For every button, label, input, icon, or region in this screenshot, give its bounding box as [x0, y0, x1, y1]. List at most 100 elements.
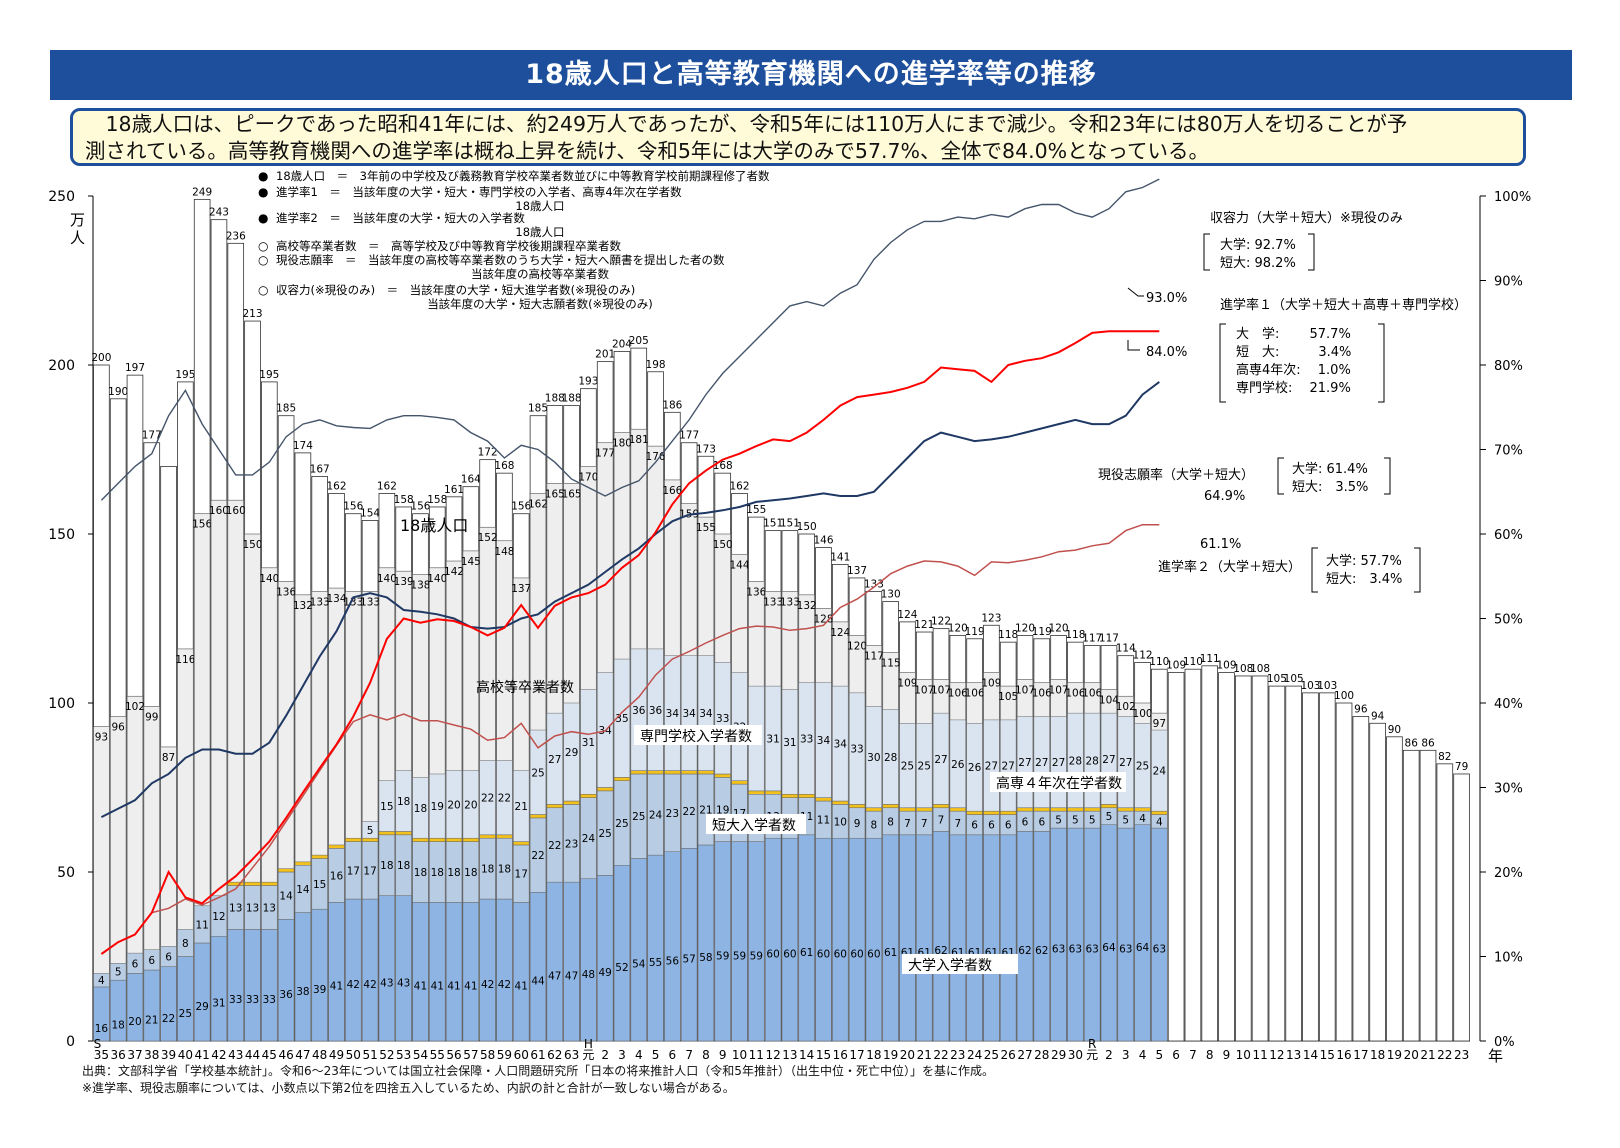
bar-kosen: [479, 834, 496, 839]
x-tick-label: 38: [144, 1048, 159, 1062]
bar-kosen: [395, 831, 412, 836]
bar-university: [714, 841, 731, 1042]
university-value-label: 64: [1102, 942, 1116, 954]
junior-college-value-label: 4: [98, 975, 105, 987]
university-value-label: 64: [1136, 942, 1150, 954]
bar-kosen: [932, 804, 950, 809]
x-tick-label: 2: [1105, 1048, 1113, 1062]
bar-kosen: [697, 770, 715, 775]
x-tick-label: 56: [446, 1048, 461, 1062]
university-value-label: 41: [414, 981, 427, 993]
university-value-label: 42: [481, 979, 494, 991]
bar-kosen: [983, 810, 1000, 815]
population-value-label: 173: [696, 443, 716, 455]
junior-college-value-label: 5: [1089, 815, 1096, 827]
x-tick-label: 47: [295, 1048, 310, 1062]
junior-college-value-label: 13: [246, 902, 259, 914]
university-value-label: 60: [817, 949, 830, 961]
hs-graduates-value-label: 128: [813, 613, 833, 625]
right-tick-label: 0%: [1494, 1035, 1515, 1050]
bracket-rate1-left: [1219, 323, 1226, 403]
left-axis-unit-2: 人: [70, 229, 85, 247]
junior-college-value-label: 11: [817, 815, 830, 827]
university-value-label: 31: [212, 998, 225, 1010]
university-value-label: 47: [548, 971, 561, 983]
bar-kosen: [277, 868, 295, 873]
bar-university: [513, 902, 530, 1042]
population-value-label: 174: [293, 440, 313, 452]
junior-college-value-label: 8: [887, 816, 894, 828]
bar-kosen: [748, 790, 765, 795]
line-capacity: [100, 178, 1160, 501]
bar-population-18: [1251, 675, 1269, 1042]
population-value-label: 168: [494, 460, 514, 472]
bar-university: [882, 834, 899, 1042]
hs-graduates-value-label: 96: [112, 722, 126, 734]
bar-vocational: [445, 770, 463, 839]
junior-college-value-label: 8: [182, 938, 189, 950]
x-tick-label: 39: [161, 1048, 176, 1062]
bar-kosen: [496, 834, 513, 839]
x-tick-label: 30: [1068, 1048, 1083, 1062]
vocational-value-label: 18: [397, 796, 410, 808]
x-tick-label: 62: [547, 1048, 562, 1062]
bar-vocational: [613, 658, 631, 778]
right-tick-label: 100%: [1494, 190, 1531, 205]
x-tick-label: 58: [480, 1048, 495, 1062]
hs-graduates-value-label: 106: [1032, 688, 1052, 700]
junior-college-value-label: 24: [649, 810, 663, 822]
bar-university: [546, 881, 563, 1042]
population-value-label: 122: [931, 616, 951, 628]
junior-college-value-label: 7: [938, 815, 945, 827]
vocational-value-label: 33: [850, 744, 863, 756]
population-value-label: 121: [914, 619, 934, 631]
bar-vocational: [378, 780, 396, 832]
hs-graduates-value-label: 150: [713, 539, 733, 551]
university-value-label: 42: [363, 979, 376, 991]
x-tick-label: 2: [601, 1048, 609, 1062]
annotation-vocational: 専門学校入学者数: [640, 728, 752, 745]
population-value-label: 118: [998, 629, 1018, 641]
right-tick-label: 80%: [1494, 359, 1523, 374]
university-value-label: 20: [128, 1016, 141, 1028]
junior-college-value-label: 22: [531, 850, 544, 862]
university-value-label: 22: [162, 1013, 175, 1025]
x-tick-label: 13: [782, 1048, 797, 1062]
annotation-capacity-univ: 大学: 92.7%: [1220, 237, 1296, 253]
junior-college-value-label: 17: [515, 869, 528, 881]
x-tick-label: 14: [1303, 1048, 1318, 1062]
x-tick-label: 57: [463, 1048, 478, 1062]
x-tick-label: 24: [967, 1048, 982, 1062]
annotation-rate1-end: 84.0%: [1146, 345, 1187, 360]
hs-graduates-value-label: 162: [528, 498, 548, 510]
x-tick-label: 17: [849, 1048, 864, 1062]
x-tick-label: 25: [984, 1048, 999, 1062]
bar-kosen: [798, 794, 815, 798]
junior-college-value-label: 6: [1022, 816, 1029, 828]
x-tick-label: 16: [1336, 1048, 1351, 1062]
junior-college-value-label: 18: [397, 860, 410, 872]
bar-kosen: [865, 807, 883, 812]
x-tick-label: 5: [652, 1048, 660, 1062]
population-value-label: 177: [679, 430, 699, 442]
bar-vocational: [815, 682, 832, 798]
bar-university: [244, 929, 261, 1042]
x-tick-label: 53: [396, 1048, 411, 1062]
junior-college-value-label: 23: [565, 838, 578, 850]
bar-population-18: [1386, 736, 1403, 1042]
university-value-label: 18: [112, 1020, 125, 1032]
bar-population-18: [1369, 722, 1386, 1042]
university-value-label: 55: [649, 957, 662, 969]
university-value-label: 61: [884, 947, 897, 959]
bar-university: [613, 864, 631, 1042]
bar-vocational: [412, 777, 429, 839]
hs-graduates-value-label: 177: [595, 448, 615, 460]
page-title: 18歳人口と高等教育機関への進学率等の推移: [50, 50, 1572, 100]
population-value-label: 130: [881, 589, 901, 601]
annotation-hs-graduates: 高校等卒業者数: [476, 679, 574, 696]
x-tick-label: 61: [530, 1048, 545, 1062]
x-tick-label: 27: [1017, 1048, 1032, 1062]
hs-graduates-value-label: 105: [998, 691, 1018, 703]
population-value-label: 146: [813, 535, 833, 547]
vocational-value-label: 36: [632, 705, 646, 717]
